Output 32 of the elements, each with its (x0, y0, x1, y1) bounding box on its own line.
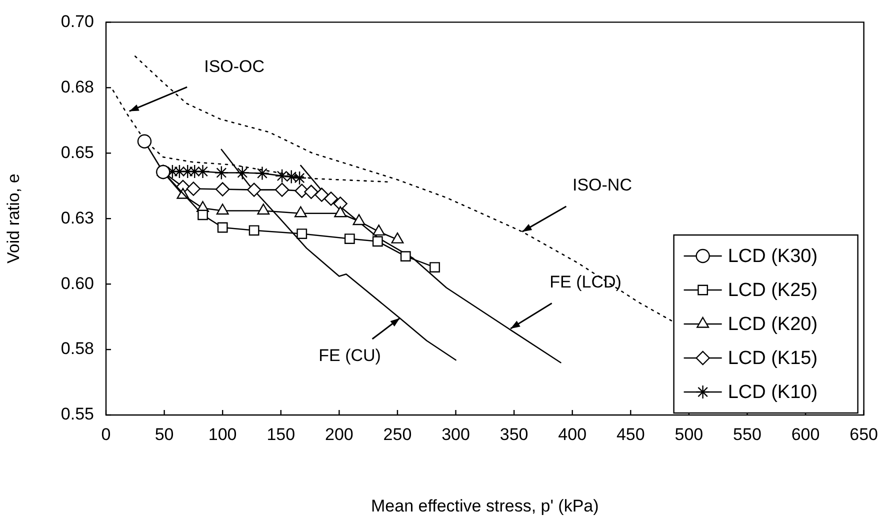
x-axis-title: Mean effective stress, p' (kPa) (371, 496, 599, 516)
y-tick-label: 0.63 (60, 208, 94, 228)
x-tick-label: 500 (674, 424, 704, 444)
x-tick-label: 350 (500, 424, 528, 444)
y-tick-label: 0.55 (60, 404, 94, 424)
y-tick-label: 0.58 (60, 339, 94, 358)
annotation: ISO-NC (572, 175, 632, 194)
x-tick-label: 0 (101, 424, 111, 444)
x-tick-label: 200 (324, 424, 354, 444)
x-tick-label: 150 (266, 424, 296, 444)
y-tick-label: 0.65 (60, 142, 94, 162)
x-tick-label: 250 (383, 424, 412, 444)
legend-label: LCD (K10) (728, 382, 818, 404)
x-tick-label: 600 (791, 424, 820, 444)
legend-label: LCD (K30) (728, 246, 818, 268)
annotation: FE (LCD) (550, 272, 622, 292)
legend-label: LCD (K15) (728, 348, 818, 370)
x-tick-label: 50 (154, 424, 174, 444)
legend-label: LCD (K25) (728, 280, 818, 302)
x-tick-label: 300 (442, 424, 470, 444)
y-tick-label: 0.60 (60, 274, 94, 293)
y-tick-label: 0.68 (60, 77, 94, 96)
x-tick-label: 400 (558, 424, 587, 444)
x-tick-label: 550 (733, 424, 762, 444)
x-tick-label: 650 (850, 424, 878, 444)
y-axis-title: Void ratio, e (4, 174, 23, 264)
annotation: ISO-OC (204, 56, 265, 76)
x-tick-label: 450 (616, 424, 645, 444)
legend-label: LCD (K20) (728, 314, 818, 336)
y-tick-label: 0.70 (60, 12, 94, 31)
annotation: FE (CU) (318, 346, 381, 365)
x-tick-label: 100 (208, 424, 237, 444)
